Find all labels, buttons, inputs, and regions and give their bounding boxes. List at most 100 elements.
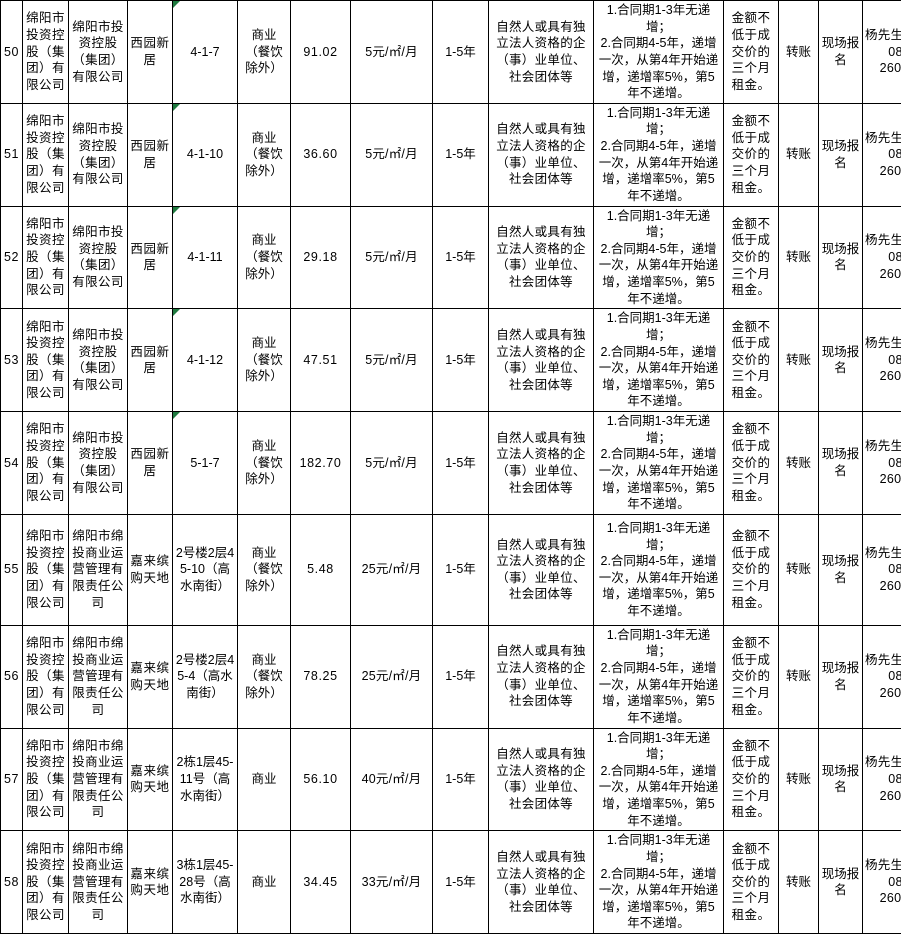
unit-price-cell[interactable]: 5元/㎡/月	[351, 412, 433, 515]
registration-method-cell[interactable]: 现场报名	[819, 728, 863, 831]
lease-term-cell[interactable]: 1-5年	[433, 309, 489, 412]
owner-company-cell[interactable]: 绵阳市投资控股（集团）有限公司	[23, 728, 69, 831]
registration-method-cell[interactable]: 现场报名	[819, 206, 863, 309]
unit-price-cell[interactable]: 25元/㎡/月	[351, 625, 433, 728]
managing-company-cell[interactable]: 绵阳市投资控股（集团）有限公司	[69, 412, 128, 515]
area-cell[interactable]: 91.02	[291, 1, 351, 104]
area-cell[interactable]: 36.60	[291, 103, 351, 206]
owner-company-cell[interactable]: 绵阳市投资控股（集团）有限公司	[23, 206, 69, 309]
managing-company-cell[interactable]: 绵阳市绵投商业运营管理有限责任公司	[69, 831, 128, 934]
registration-method-cell[interactable]: 现场报名	[819, 831, 863, 934]
target-tenant-cell[interactable]: 自然人或具有独立法人资格的企（事）业单位、社会团体等	[489, 831, 594, 934]
property-code-cell[interactable]: 4-1-12	[173, 309, 238, 412]
lease-term-cell[interactable]: 1-5年	[433, 625, 489, 728]
owner-company-cell[interactable]: 绵阳市投资控股（集团）有限公司	[23, 625, 69, 728]
unit-price-cell[interactable]: 33元/㎡/月	[351, 831, 433, 934]
project-name-cell[interactable]: 西园新居	[128, 103, 173, 206]
rent-increment-cell[interactable]: 1.合同期1-3年无递增；2.合同期4-5年，递增一次，从第4年开始递增，递增率…	[594, 514, 724, 625]
deposit-cell[interactable]: 金额不低于成交价的三个月租金。	[724, 625, 779, 728]
usage-type-cell[interactable]: 商业（餐饮除外）	[238, 309, 291, 412]
lease-term-cell[interactable]: 1-5年	[433, 728, 489, 831]
property-code-cell[interactable]: 2号楼2层45-10（高水南街）	[173, 514, 238, 625]
rent-increment-cell[interactable]: 1.合同期1-3年无递增；2.合同期4-5年，递增一次，从第4年开始递增，递增率…	[594, 728, 724, 831]
deposit-cell[interactable]: 金额不低于成交价的三个月租金。	[724, 206, 779, 309]
deposit-cell[interactable]: 金额不低于成交价的三个月租金。	[724, 728, 779, 831]
usage-type-cell[interactable]: 商业（餐饮除外）	[238, 1, 291, 104]
property-code-cell[interactable]: 2栋1层45-11号（高水南街）	[173, 728, 238, 831]
project-name-cell[interactable]: 西园新居	[128, 309, 173, 412]
registration-method-cell[interactable]: 现场报名	[819, 309, 863, 412]
target-tenant-cell[interactable]: 自然人或具有独立法人资格的企（事）业单位、社会团体等	[489, 514, 594, 625]
property-code-cell[interactable]: 5-1-7	[173, 412, 238, 515]
property-code-cell[interactable]: 2号楼2层45-4（高水南街）	[173, 625, 238, 728]
area-cell[interactable]: 47.51	[291, 309, 351, 412]
managing-company-cell[interactable]: 绵阳市投资控股（集团）有限公司	[69, 206, 128, 309]
contact-cell[interactable]: 杨先生、薛先生0816-2607167	[863, 309, 901, 412]
usage-type-cell[interactable]: 商业	[238, 728, 291, 831]
area-cell[interactable]: 78.25	[291, 625, 351, 728]
area-cell[interactable]: 29.18	[291, 206, 351, 309]
rent-increment-cell[interactable]: 1.合同期1-3年无递增；2.合同期4-5年，递增一次，从第4年开始递增，递增率…	[594, 831, 724, 934]
usage-type-cell[interactable]: 商业	[238, 831, 291, 934]
payment-method-cell[interactable]: 转账	[779, 412, 819, 515]
area-cell[interactable]: 182.70	[291, 412, 351, 515]
project-name-cell[interactable]: 西园新居	[128, 412, 173, 515]
payment-method-cell[interactable]: 转账	[779, 728, 819, 831]
registration-method-cell[interactable]: 现场报名	[819, 103, 863, 206]
area-cell[interactable]: 34.45	[291, 831, 351, 934]
lease-term-cell[interactable]: 1-5年	[433, 412, 489, 515]
usage-type-cell[interactable]: 商业（餐饮除外）	[238, 412, 291, 515]
unit-price-cell[interactable]: 5元/㎡/月	[351, 309, 433, 412]
managing-company-cell[interactable]: 绵阳市绵投商业运营管理有限责任公司	[69, 514, 128, 625]
payment-method-cell[interactable]: 转账	[779, 625, 819, 728]
payment-method-cell[interactable]: 转账	[779, 514, 819, 625]
unit-price-cell[interactable]: 40元/㎡/月	[351, 728, 433, 831]
payment-method-cell[interactable]: 转账	[779, 103, 819, 206]
rent-increment-cell[interactable]: 1.合同期1-3年无递增；2.合同期4-5年，递增一次，从第4年开始递增，递增率…	[594, 1, 724, 104]
contact-cell[interactable]: 杨先生、薛先生0816-2607167	[863, 206, 901, 309]
unit-price-cell[interactable]: 25元/㎡/月	[351, 514, 433, 625]
rent-increment-cell[interactable]: 1.合同期1-3年无递增；2.合同期4-5年，递增一次，从第4年开始递增，递增率…	[594, 625, 724, 728]
payment-method-cell[interactable]: 转账	[779, 1, 819, 104]
managing-company-cell[interactable]: 绵阳市投资控股（集团）有限公司	[69, 1, 128, 104]
managing-company-cell[interactable]: 绵阳市投资控股（集团）有限公司	[69, 103, 128, 206]
contact-cell[interactable]: 杨先生、薛先生0816-2607167	[863, 412, 901, 515]
lease-term-cell[interactable]: 1-5年	[433, 206, 489, 309]
rent-increment-cell[interactable]: 1.合同期1-3年无递增；2.合同期4-5年，递增一次，从第4年开始递增，递增率…	[594, 103, 724, 206]
lease-term-cell[interactable]: 1-5年	[433, 1, 489, 104]
target-tenant-cell[interactable]: 自然人或具有独立法人资格的企（事）业单位、社会团体等	[489, 412, 594, 515]
target-tenant-cell[interactable]: 自然人或具有独立法人资格的企（事）业单位、社会团体等	[489, 309, 594, 412]
unit-price-cell[interactable]: 5元/㎡/月	[351, 1, 433, 104]
target-tenant-cell[interactable]: 自然人或具有独立法人资格的企（事）业单位、社会团体等	[489, 206, 594, 309]
payment-method-cell[interactable]: 转账	[779, 831, 819, 934]
rent-increment-cell[interactable]: 1.合同期1-3年无递增；2.合同期4-5年，递增一次，从第4年开始递增，递增率…	[594, 206, 724, 309]
owner-company-cell[interactable]: 绵阳市投资控股（集团）有限公司	[23, 831, 69, 934]
project-name-cell[interactable]: 西园新居	[128, 1, 173, 104]
deposit-cell[interactable]: 金额不低于成交价的三个月租金。	[724, 514, 779, 625]
contact-cell[interactable]: 杨先生、薛先生0816-2607167	[863, 514, 901, 625]
registration-method-cell[interactable]: 现场报名	[819, 514, 863, 625]
property-code-cell[interactable]: 4-1-11	[173, 206, 238, 309]
lease-term-cell[interactable]: 1-5年	[433, 831, 489, 934]
project-name-cell[interactable]: 嘉来缤购天地	[128, 728, 173, 831]
project-name-cell[interactable]: 嘉来缤购天地	[128, 831, 173, 934]
owner-company-cell[interactable]: 绵阳市投资控股（集团）有限公司	[23, 309, 69, 412]
rent-increment-cell[interactable]: 1.合同期1-3年无递增；2.合同期4-5年，递增一次，从第4年开始递增，递增率…	[594, 309, 724, 412]
deposit-cell[interactable]: 金额不低于成交价的三个月租金。	[724, 103, 779, 206]
area-cell[interactable]: 56.10	[291, 728, 351, 831]
property-code-cell[interactable]: 4-1-10	[173, 103, 238, 206]
project-name-cell[interactable]: 嘉来缤购天地	[128, 514, 173, 625]
contact-cell[interactable]: 杨先生、薛先生0816-2607167	[863, 103, 901, 206]
project-name-cell[interactable]: 嘉来缤购天地	[128, 625, 173, 728]
target-tenant-cell[interactable]: 自然人或具有独立法人资格的企（事）业单位、社会团体等	[489, 728, 594, 831]
lease-term-cell[interactable]: 1-5年	[433, 103, 489, 206]
unit-price-cell[interactable]: 5元/㎡/月	[351, 103, 433, 206]
